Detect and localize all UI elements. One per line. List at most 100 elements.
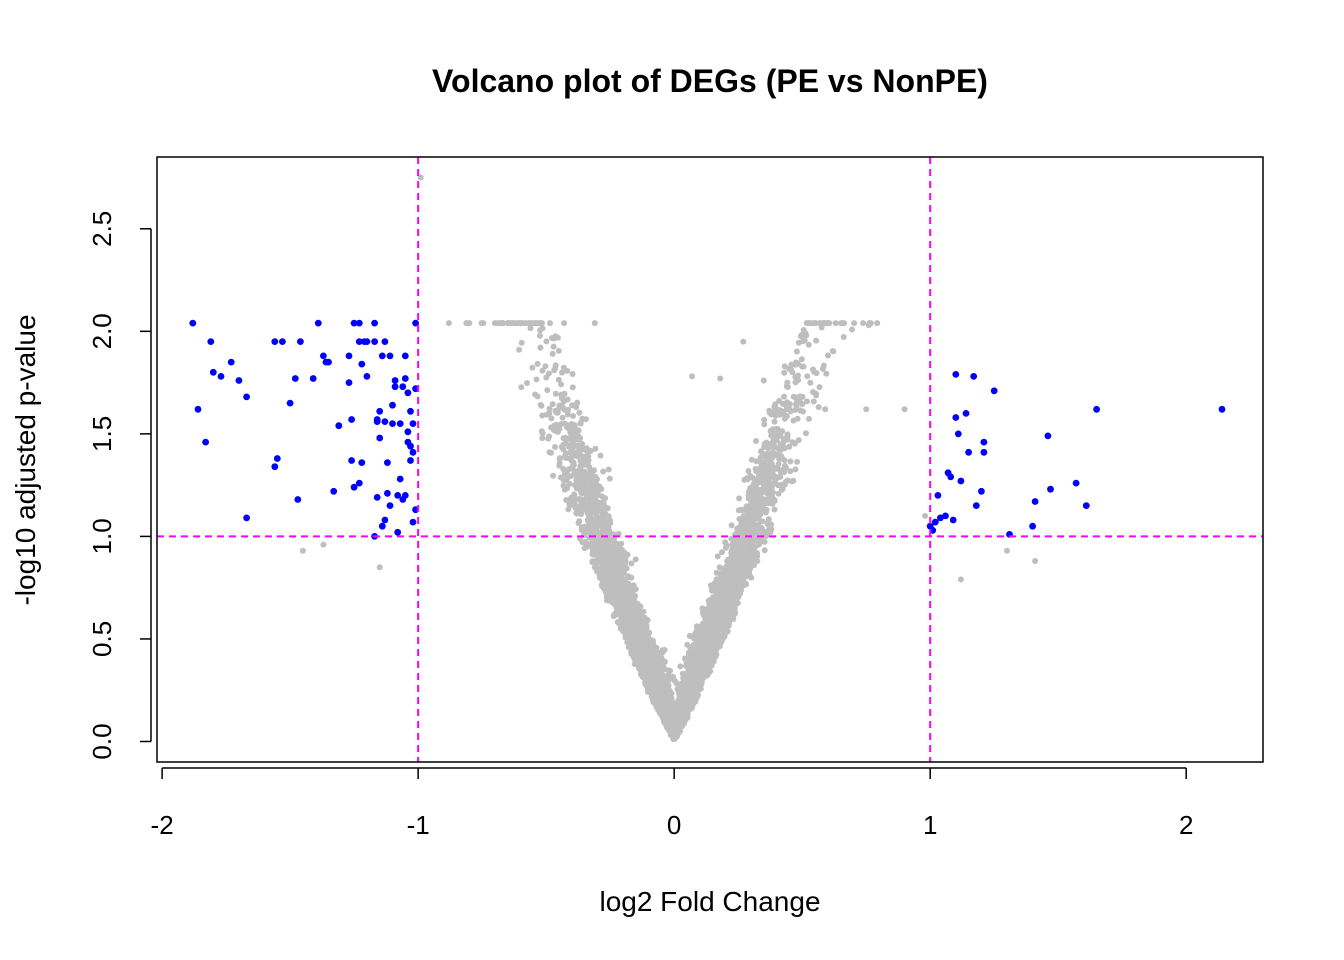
gene-point-grey (794, 360, 801, 367)
gene-point-grey (578, 486, 585, 493)
gene-point-grey (748, 502, 755, 509)
gene-point-grey (576, 467, 582, 474)
gene-point-grey (674, 731, 681, 738)
gene-point-grey (807, 379, 814, 386)
gene-point-grey (794, 398, 801, 405)
gene-point-grey (783, 413, 790, 420)
gene-point-grey (725, 622, 732, 629)
gene-point-grey (603, 545, 610, 552)
gene-point-grey (810, 366, 816, 373)
gene-point-grey (565, 506, 572, 513)
gene-point-grey (804, 398, 810, 405)
gene-point-grey (637, 613, 644, 620)
gene-point-grey (611, 550, 618, 557)
gene-point-grey (721, 565, 728, 572)
gene-point-grey (761, 547, 768, 554)
gene-point-grey (536, 332, 543, 339)
gene-point-grey (751, 489, 758, 496)
gene-point-grey (670, 673, 676, 680)
gene-point-grey (734, 600, 741, 607)
gene-point-grey (591, 551, 598, 558)
gene-point-grey (568, 441, 575, 448)
gene-point-grey (520, 320, 527, 327)
gene-point-grey (713, 651, 720, 658)
gene-point-grey (738, 531, 745, 538)
gene-point-grey (548, 415, 555, 422)
gene-point-grey (640, 619, 647, 626)
gene-point-grey (607, 519, 614, 526)
gene-point-grey (643, 625, 650, 632)
gene-point-grey (546, 410, 553, 416)
gene-point-grey (722, 544, 729, 551)
gene-point-grey (777, 442, 784, 449)
gene-point-grey (783, 464, 789, 471)
gene-point-grey (537, 327, 544, 334)
gene-point-grey (849, 326, 855, 333)
gene-point-grey (790, 417, 797, 424)
gene-point-grey (548, 424, 555, 431)
gene-point-grey (555, 376, 562, 383)
gene-point-grey (543, 338, 550, 345)
gene-point-grey (793, 348, 800, 355)
gene-point-grey (736, 495, 743, 502)
gene-point-grey (761, 416, 768, 423)
gene-point-grey (804, 373, 811, 380)
gene-point-grey (792, 466, 799, 473)
gene-point-grey (536, 320, 543, 327)
gene-point-grey (811, 320, 818, 327)
gene-point-grey (564, 483, 571, 490)
gene-point-grey (539, 435, 546, 442)
gene-point-grey (546, 433, 553, 440)
gene-point-grey (805, 341, 812, 348)
gene-point-grey (773, 437, 780, 444)
gene-point-grey (632, 586, 639, 593)
gene-point-grey (542, 363, 549, 370)
gene-point-grey (613, 543, 620, 550)
gene-point-grey (851, 320, 858, 327)
gene-point-grey (742, 562, 749, 569)
gene-point-grey (748, 484, 755, 491)
gene-point-grey (611, 611, 618, 618)
gene-point-grey (815, 404, 822, 411)
gene-point-grey (596, 572, 603, 579)
gene-point-grey (574, 399, 581, 406)
gene-point-grey (605, 565, 612, 572)
gene-point-grey (564, 367, 571, 374)
gene-point-grey (641, 661, 648, 668)
gene-point-grey (570, 413, 576, 419)
gene-point-grey (795, 377, 802, 384)
gene-point-grey (626, 593, 633, 599)
gene-point-grey (592, 445, 599, 452)
gene-point-grey (696, 674, 703, 681)
gene-point-grey (735, 507, 742, 514)
gene-point-grey (579, 416, 586, 423)
gene-point-grey (565, 406, 572, 413)
gene-point-grey (803, 430, 809, 437)
gene-point-grey (777, 469, 784, 475)
chart-title: Volcano plot of DEGs (PE vs NonPE) (432, 63, 988, 99)
gene-point-grey (789, 478, 795, 485)
gene-point-grey (550, 343, 557, 350)
gene-point-grey (734, 582, 741, 589)
gene-point-grey (830, 348, 837, 355)
gene-point-grey (781, 369, 788, 376)
gene-point-grey (570, 448, 577, 455)
gene-point-grey (557, 455, 564, 462)
gene-point-grey (595, 529, 602, 536)
gene-point-grey (598, 493, 605, 500)
gene-point-grey (539, 367, 546, 374)
gene-point-grey (761, 444, 768, 450)
gene-point-grey (586, 513, 593, 520)
gene-point-grey (516, 346, 523, 353)
gene-point-grey (798, 356, 805, 363)
gene-point-grey (745, 468, 752, 474)
gene-point-grey (787, 366, 794, 372)
gene-point-grey (722, 597, 728, 604)
gene-point-grey (716, 589, 723, 596)
gene-point-grey (668, 710, 675, 717)
gene-point-grey (702, 617, 709, 624)
gene-point-grey (787, 458, 794, 465)
gene-point-grey (821, 320, 827, 327)
gene-point-grey (594, 499, 601, 506)
gene-point-grey (566, 500, 573, 507)
